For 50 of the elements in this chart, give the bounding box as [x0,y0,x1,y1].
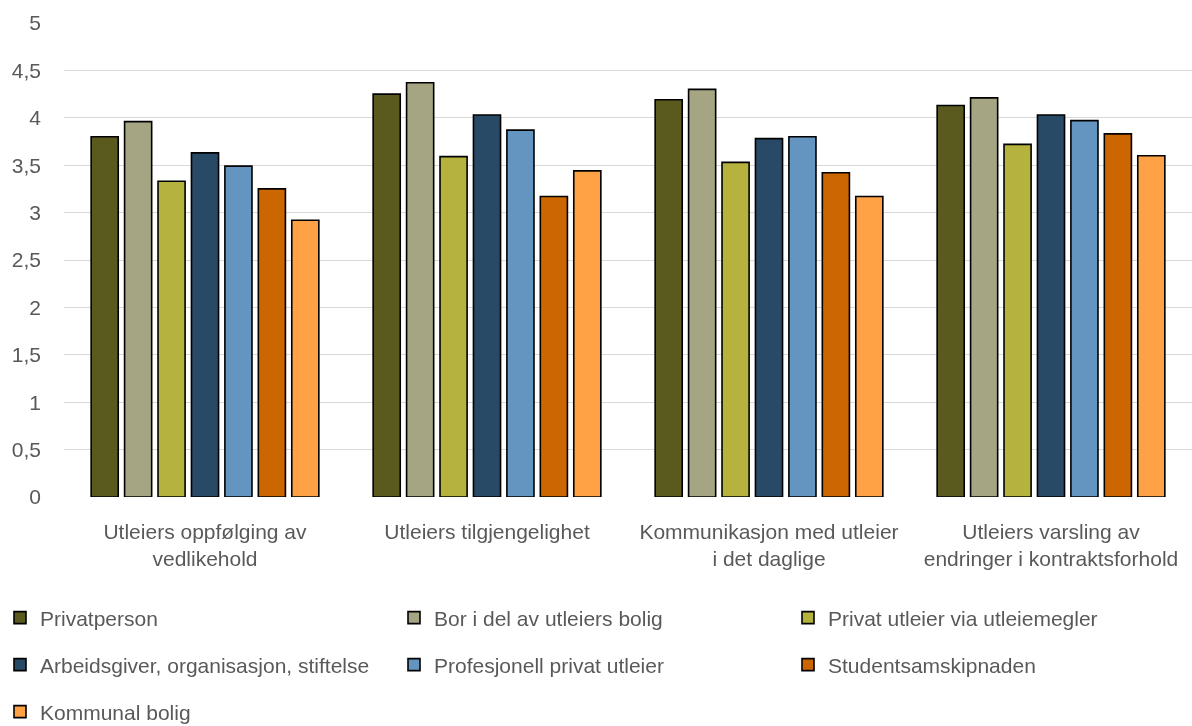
y-tick-label: 3 [29,200,41,224]
y-tick-label: 5 [29,11,41,35]
bar [190,152,220,497]
y-tick-label: 1 [29,390,41,414]
x-tick-label: Kommunikasjon med utleier i det daglige [639,520,899,571]
legend-label: Privat utleier via utleiemegler [828,606,1098,630]
bar [123,120,153,497]
x-tick-label: Utleiers varsling av endringer i kontraktsforhold [923,520,1179,571]
bar [721,161,750,497]
y-tick-label: 0 [29,485,41,509]
bar [687,88,717,497]
y-tick-label: 4 [29,106,42,130]
bar [754,137,784,497]
bar [1103,133,1133,497]
bar [372,93,402,497]
y-tick-label: 1,5 [11,343,41,367]
legend-label: Profesjonell privat utleier [434,653,664,677]
bar [472,114,502,497]
legend-label: Kommunal bolig [40,700,191,724]
y-tick-label: 0,5 [11,437,41,461]
bar [439,155,468,497]
bar [1136,154,1166,497]
bar [654,98,684,497]
bar [1003,143,1032,497]
legend-label: Studentsamskipnaden [828,653,1036,677]
legend-label: Arbeidsgiver, organisasjon, stiftelse [40,653,370,677]
y-tick-label: 2 [29,295,41,319]
bar [854,195,884,497]
bar [936,104,966,497]
bar [1070,119,1099,497]
bar [290,219,320,497]
bar [157,180,186,497]
y-tick-label: 3,5 [11,153,41,177]
bar [257,188,287,497]
legend-label: Privatperson [40,606,158,630]
x-tick-label: Utleiers oppfølging av vedlikehold [103,520,308,571]
y-tick-label: 2,5 [11,248,41,272]
bar [90,135,120,497]
bar [788,135,817,497]
legend-label: Bor i del av utleiers bolig [434,606,663,630]
x-tick-label: Utleiers tilgjengelighet [384,520,590,543]
bar [1036,114,1066,497]
bar [405,81,435,497]
bar [572,170,602,497]
bar [821,171,851,497]
bar [224,165,253,497]
bar [969,97,999,497]
bar [506,129,535,497]
y-tick-label: 4,5 [11,58,41,82]
bar [539,195,569,497]
